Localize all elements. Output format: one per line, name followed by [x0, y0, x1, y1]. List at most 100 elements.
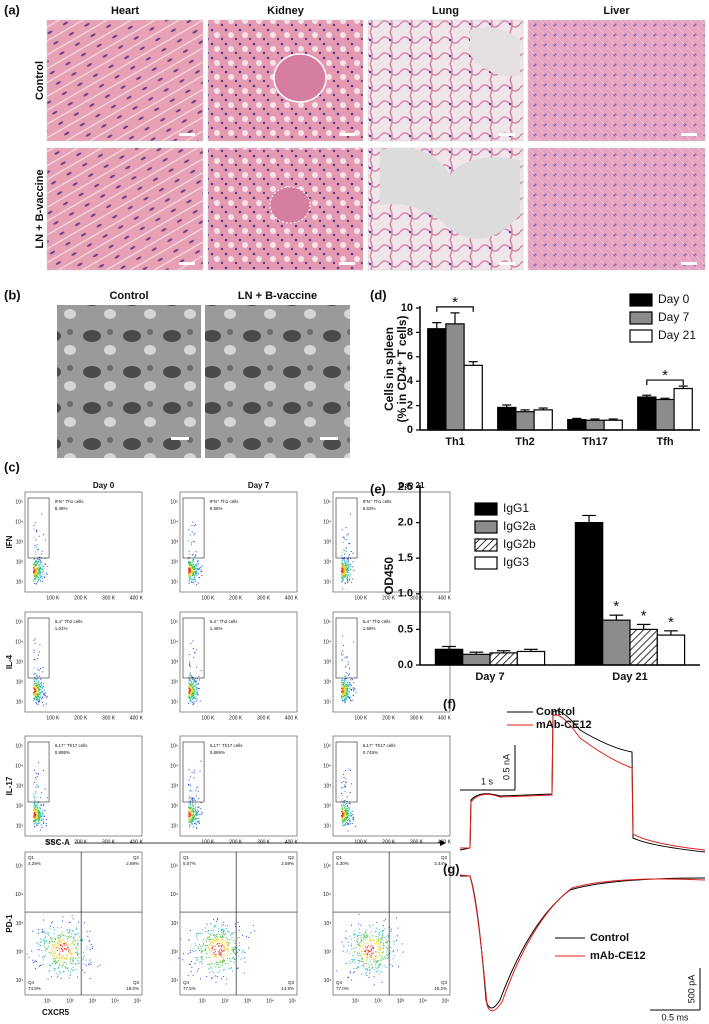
cell-event: [191, 562, 193, 564]
cell-event: [37, 818, 39, 820]
cell-event: [346, 687, 348, 689]
cell-event: [196, 692, 198, 694]
cell-event: [343, 686, 345, 688]
cell-event: [373, 968, 375, 970]
cell-event: [38, 571, 40, 573]
cell-event: [189, 664, 191, 666]
cell-event: [344, 568, 346, 570]
cell-event: [49, 941, 51, 943]
cell-event: [190, 682, 192, 684]
cell-event: [220, 952, 222, 954]
cell-event: [234, 948, 236, 950]
y-tick-label: 0: [407, 424, 413, 436]
cell-event: [209, 944, 211, 946]
cell-event: [232, 940, 234, 942]
cell-event: [35, 808, 37, 810]
cell-event: [76, 927, 78, 929]
cell-event: [234, 932, 236, 934]
cell-event: [213, 939, 215, 941]
cell-event: [193, 702, 195, 704]
cell-event: [41, 513, 43, 515]
cell-event: [234, 943, 236, 945]
cell-event: [345, 538, 347, 540]
cell-event: [33, 528, 35, 530]
cell-event: [197, 811, 199, 813]
cell-event: [226, 951, 228, 953]
cell-event: [67, 955, 69, 957]
plot-frame: [24, 735, 143, 837]
cell-event: [72, 969, 74, 971]
cell-event: [188, 574, 190, 576]
cell-event: [379, 953, 381, 955]
cell-event: [33, 694, 35, 696]
cell-event: [37, 569, 39, 571]
cell-event: [194, 943, 196, 945]
cell-event: [221, 928, 223, 930]
panel-label: (a): [4, 2, 20, 17]
cell-event: [223, 969, 225, 971]
cell-event: [34, 638, 36, 640]
cell-event: [234, 953, 236, 955]
cell-event: [349, 513, 351, 515]
cell-event: [34, 694, 36, 696]
cell-event: [198, 576, 200, 578]
cell-event: [189, 811, 191, 813]
cell-event: [67, 946, 69, 948]
cell-event: [389, 952, 391, 954]
cell-event: [343, 804, 345, 806]
cell-event: [216, 933, 218, 935]
cell-event: [32, 930, 34, 932]
cell-event: [377, 943, 379, 945]
cell-event: [197, 694, 199, 696]
cell-event: [59, 941, 61, 943]
cell-event: [347, 696, 349, 698]
panel-label: (b): [4, 287, 21, 302]
cell-event: [357, 965, 359, 967]
cell-event: [234, 952, 236, 954]
cell-event: [342, 576, 344, 578]
cell-event: [223, 946, 225, 948]
cell-event: [198, 683, 200, 685]
cell-event: [91, 946, 93, 948]
cell-event: [66, 938, 68, 940]
cell-event: [60, 960, 62, 962]
cell-event: [347, 558, 349, 560]
cell-event: [221, 929, 223, 931]
cell-event: [182, 959, 184, 961]
cell-event: [34, 688, 36, 690]
cell-event: [34, 571, 36, 573]
cell-event: [191, 695, 193, 697]
cell-event: [36, 807, 38, 809]
gate-name: IFN⁺ Th1 cells: [210, 499, 240, 504]
cell-event: [224, 945, 226, 947]
row-label: LN + B-vaccine: [34, 169, 46, 248]
cell-event: [84, 922, 86, 924]
cell-event: [86, 946, 88, 948]
cell-event: [344, 806, 346, 808]
quadrant-name: Q1: [28, 855, 35, 860]
cell-event: [189, 809, 191, 811]
cell-event: [43, 534, 45, 536]
cell-event: [189, 698, 191, 700]
cell-event: [199, 577, 201, 579]
x-tick-label: 10³: [244, 998, 252, 1004]
cell-event: [211, 967, 213, 969]
cell-event: [355, 940, 357, 942]
cell-event: [72, 930, 74, 932]
cell-event: [346, 691, 348, 693]
cell-event: [200, 945, 202, 947]
cell-event: [198, 798, 200, 800]
cell-event: [342, 803, 344, 805]
cell-event: [61, 949, 63, 951]
cell-event: [189, 803, 191, 805]
cell-event: [35, 685, 37, 687]
cell-event: [344, 558, 346, 560]
cell-event: [386, 957, 388, 959]
cell-event: [350, 683, 352, 685]
cell-event: [33, 698, 35, 700]
cell-event: [194, 565, 196, 567]
cell-event: [364, 950, 366, 952]
cell-event: [237, 967, 239, 969]
cell-event: [78, 962, 80, 964]
cell-event: [352, 566, 354, 568]
